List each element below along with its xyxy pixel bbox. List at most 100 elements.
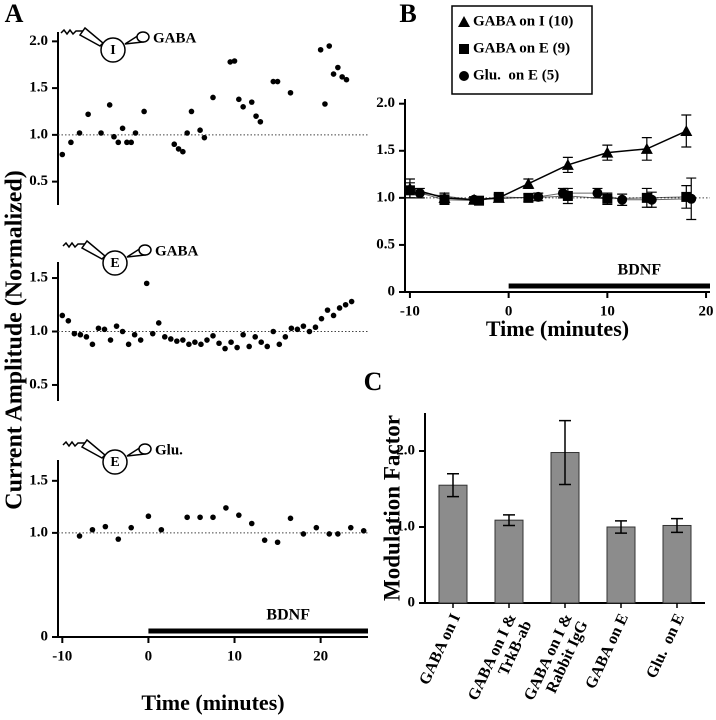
data-point xyxy=(197,514,203,521)
drug-label: GABA xyxy=(153,30,197,46)
x-axis-label: Time (minutes) xyxy=(486,316,629,341)
data-point xyxy=(228,339,234,345)
legend-label: GABA on E (9) xyxy=(473,40,570,56)
puffer-tip xyxy=(136,31,150,43)
recording-icon: E GABA xyxy=(62,239,199,276)
data-point xyxy=(184,130,190,136)
data-point xyxy=(101,326,108,333)
cell-label: E xyxy=(110,455,119,470)
data-point xyxy=(83,334,90,340)
data-point xyxy=(71,330,78,337)
data-point xyxy=(300,323,307,329)
recording-icon: I GABA xyxy=(60,26,197,63)
data-point xyxy=(210,94,216,101)
data-point xyxy=(65,318,72,324)
y-tick-label: 0 xyxy=(41,628,49,644)
y-tick-label: 0 xyxy=(408,594,416,610)
data-point xyxy=(342,301,349,308)
data-point xyxy=(175,146,182,152)
data-point xyxy=(131,331,138,338)
data-point xyxy=(348,298,355,305)
data-point xyxy=(184,514,190,521)
marker xyxy=(469,194,480,205)
data-point xyxy=(210,332,216,339)
y-tick-label: 2.0 xyxy=(376,95,395,111)
recording-icon: E Glu. xyxy=(62,438,183,475)
data-point xyxy=(204,337,210,343)
data-point xyxy=(59,312,66,319)
marker xyxy=(414,188,425,199)
marker xyxy=(640,142,653,154)
marker xyxy=(493,191,504,202)
data-point xyxy=(141,108,147,115)
marker xyxy=(439,194,450,205)
data-point xyxy=(98,130,104,136)
x-tick-label: -10 xyxy=(52,648,72,664)
data-point xyxy=(287,89,294,96)
x-tick-label: 0 xyxy=(505,303,513,319)
data-point xyxy=(85,111,91,118)
pipette xyxy=(80,438,107,459)
legend-label: GABA on I (10) xyxy=(473,13,573,29)
data-point xyxy=(264,343,271,350)
data-point xyxy=(258,339,265,345)
data-point xyxy=(197,127,203,133)
panel-label: C xyxy=(364,367,383,396)
data-point xyxy=(252,334,258,340)
y-tick-label: 0.5 xyxy=(376,236,395,252)
series-line xyxy=(409,130,687,201)
y-tick-label: 1.0 xyxy=(29,524,48,540)
x-tick-label: GABA on E xyxy=(582,611,632,692)
data-point xyxy=(322,101,328,107)
stim-lead xyxy=(62,440,86,448)
data-point xyxy=(330,312,337,319)
data-point xyxy=(186,341,192,348)
data-point xyxy=(270,328,277,335)
x-tick-label: 20 xyxy=(699,303,714,319)
stim-lead xyxy=(60,28,84,36)
data-point xyxy=(257,118,264,125)
data-point xyxy=(102,523,109,530)
data-point xyxy=(119,328,126,335)
y-tick-label: 1.0 xyxy=(29,126,48,142)
cell-body xyxy=(102,449,128,475)
y-axis-label: Current Amplitude (Normalized) xyxy=(2,170,28,510)
data-point xyxy=(115,536,122,542)
data-point xyxy=(261,537,268,543)
bar xyxy=(606,526,636,604)
data-point xyxy=(360,528,367,534)
data-point xyxy=(231,58,238,64)
data-point xyxy=(89,526,96,533)
data-point xyxy=(324,307,331,313)
data-point xyxy=(318,315,325,322)
error-bar xyxy=(671,517,683,534)
data-point xyxy=(270,78,277,85)
bar xyxy=(662,524,692,604)
drug-label: Glu. xyxy=(155,442,183,458)
pipette xyxy=(80,239,107,260)
legend-box xyxy=(451,5,593,95)
marker xyxy=(617,194,628,205)
y-tick-label: 0 xyxy=(388,283,396,299)
data-point xyxy=(223,505,229,511)
data-point xyxy=(248,520,255,527)
data-point xyxy=(246,343,252,350)
data-point xyxy=(68,139,74,146)
y-tick-label: 1.0 xyxy=(376,189,395,205)
data-point xyxy=(335,531,341,537)
treatment-label: BDNF xyxy=(618,262,662,279)
data-point xyxy=(339,74,345,80)
panel-label: B xyxy=(399,0,416,28)
data-point xyxy=(158,526,165,533)
data-point xyxy=(222,345,228,352)
y-axis-label: Modulation Factor xyxy=(379,415,404,601)
data-point xyxy=(317,46,324,53)
marker xyxy=(601,146,614,158)
cell-body xyxy=(102,250,128,276)
x-tick-label: -10 xyxy=(400,303,420,319)
marker xyxy=(681,191,692,202)
marker xyxy=(557,188,568,199)
data-point xyxy=(306,328,313,335)
data-point xyxy=(294,326,301,333)
data-point xyxy=(198,341,204,348)
